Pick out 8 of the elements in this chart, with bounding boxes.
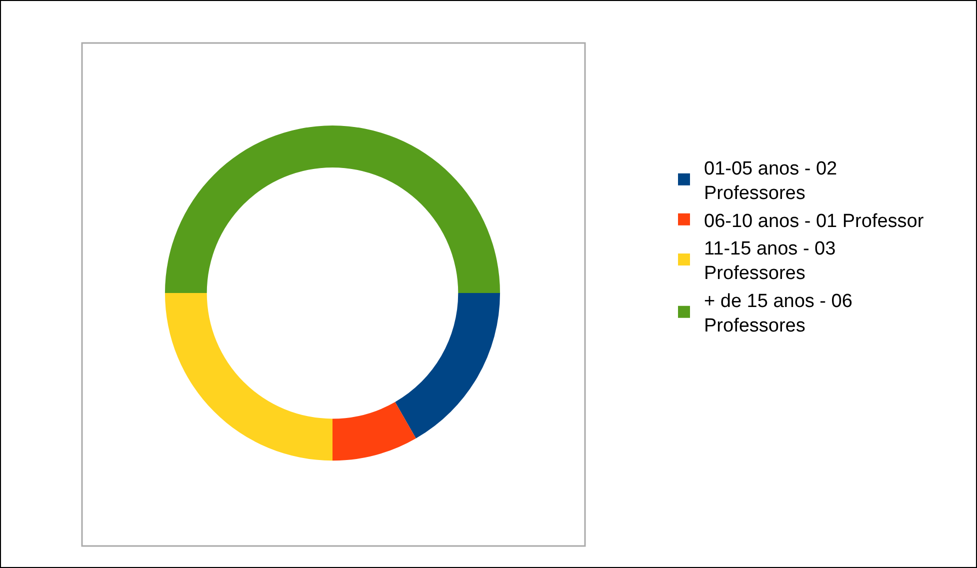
donut-slice: [164, 293, 332, 461]
donut-slice: [332, 402, 416, 461]
donut-slice: [395, 293, 500, 438]
legend-label: + de 15 anos - 06 Professores: [704, 290, 852, 337]
donut-slice: [164, 126, 500, 294]
legend-label: 11-15 anos - 03 Professores: [704, 238, 836, 284]
legend-label: 01-05 anos - 02 Professores: [704, 158, 838, 204]
legend-label: 06-10 anos - 01 Professor: [704, 210, 924, 232]
